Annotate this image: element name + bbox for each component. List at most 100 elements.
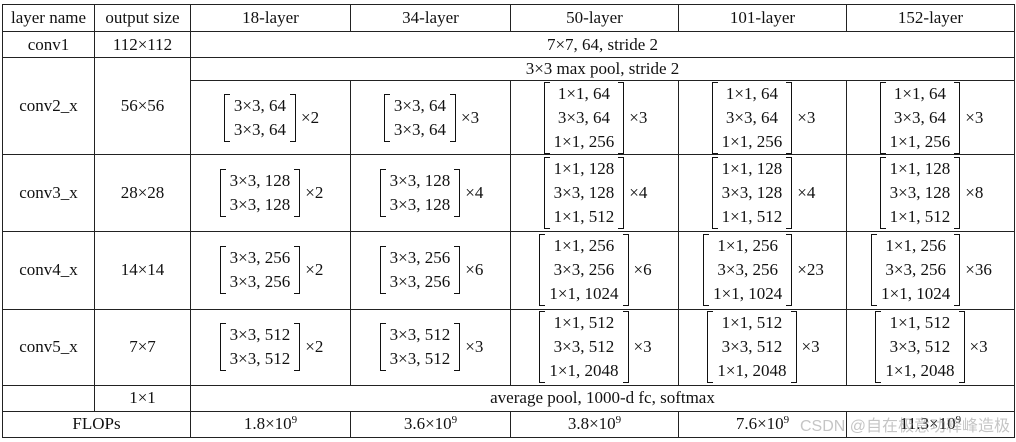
bracket-matrix: 1×1, 256 3×3, 256 1×1, 1024: [537, 234, 630, 307]
flops-label: FLOPs: [2, 410, 191, 438]
flops-50: 3.8×109: [510, 410, 679, 438]
block-repeat-count: ×6: [633, 260, 652, 280]
bracket-matrix: 3×3, 64 3×3, 64: [222, 93, 298, 142]
flops-34-exp: 9: [451, 414, 458, 427]
avgpool-name: [2, 385, 95, 412]
block-layer-line: 3×3, 256: [717, 260, 778, 280]
bracket-matrix: 1×1, 512 3×3, 512 1×1, 2048: [537, 311, 630, 384]
block-repeat-count: ×3: [969, 337, 988, 357]
conv3-block-50: 1×1, 128 3×3, 128 1×1, 512 ×4: [510, 154, 679, 232]
flops-50-exp: 9: [615, 414, 622, 427]
header-34-layer: 34-layer: [350, 3, 511, 33]
block-layer-line: 1×1, 1024: [881, 284, 951, 304]
bracket-matrix: 1×1, 128 3×3, 128 1×1, 512: [878, 157, 963, 230]
conv3-row: conv3_x 28×28 3×3, 128 3×3, 128 ×2 3×3, 128…: [2, 154, 1015, 232]
flops-50-base: 3.8×10: [567, 414, 616, 434]
block-repeat-count: ×4: [797, 183, 816, 203]
conv1-spec: 7×7, 64, stride 2: [190, 31, 1015, 58]
avgpool-row: 1×1 average pool, 1000-d fc, softmax: [2, 385, 1015, 412]
conv4-block-101: 1×1, 256 3×3, 256 1×1, 1024 ×23: [678, 230, 847, 310]
conv2-block-152: 1×1, 64 3×3, 64 1×1, 256 ×3: [846, 80, 1015, 156]
block-layer-line: 1×1, 128: [553, 159, 615, 179]
block-layer-line: 3×3, 512: [229, 349, 291, 369]
header-18-layer: 18-layer: [190, 3, 351, 33]
block-layer-line: 3×3, 256: [229, 272, 291, 292]
pool-row: conv2_x 56×56 3×3 max pool, stride 2: [2, 56, 1015, 156]
bracket-group: 3×3, 128 3×3, 128 ×4: [378, 169, 484, 218]
block-layer-line: 3×3, 512: [889, 337, 951, 357]
flops-152-exp: 9: [955, 414, 962, 427]
block-repeat-count: ×2: [305, 260, 324, 280]
conv3-block-34: 3×3, 128 3×3, 128 ×4: [350, 154, 511, 232]
bracket-matrix: 1×1, 256 3×3, 256 1×1, 1024: [701, 234, 794, 307]
header-row: layer name output size 18-layer 34-layer…: [2, 3, 1015, 33]
block-layer-line: 3×3, 512: [721, 337, 783, 357]
conv4-block-18: 3×3, 256 3×3, 256 ×2: [190, 230, 351, 310]
bracket-group: 3×3, 512 3×3, 512 ×3: [378, 323, 483, 372]
block-layer-line: 1×1, 2048: [717, 361, 787, 381]
bracket-matrix: 1×1, 512 3×3, 512 1×1, 2048: [873, 311, 966, 384]
block-layer-line: 1×1, 64: [557, 83, 610, 103]
conv2-block-18: 3×3, 64 3×3, 64 ×2: [190, 80, 351, 156]
block-layer-line: 3×3, 256: [229, 248, 291, 268]
bracket-matrix: 3×3, 128 3×3, 128: [378, 169, 463, 218]
block-repeat-count: ×36: [965, 260, 992, 280]
conv5-block-101: 1×1, 512 3×3, 512 1×1, 2048 ×3: [678, 308, 847, 387]
conv4-size: 14×14: [94, 230, 191, 310]
block-layer-line: 3×3, 64: [557, 107, 610, 127]
bracket-group: 3×3, 128 3×3, 128 ×2: [218, 169, 323, 218]
conv3-block-101: 1×1, 128 3×3, 128 1×1, 512 ×4: [678, 154, 847, 232]
block-layer-line: 3×3, 512: [553, 337, 615, 357]
conv2-block-50: 1×1, 64 3×3, 64 1×1, 256 ×3: [510, 80, 679, 156]
block-layer-line: 1×1, 256: [721, 131, 783, 151]
block-layer-line: 3×3, 128: [389, 171, 451, 191]
conv5-block-18: 3×3, 512 3×3, 512 ×2: [190, 308, 351, 387]
block-layer-line: 1×1, 256: [885, 236, 946, 256]
bracket-group: 3×3, 256 3×3, 256 ×2: [218, 246, 324, 295]
bracket-group: 3×3, 64 3×3, 64 ×2: [222, 93, 319, 142]
block-layer-line: 3×3, 512: [229, 325, 291, 345]
block-layer-line: 1×1, 256: [553, 131, 615, 151]
block-repeat-count: ×3: [801, 337, 820, 357]
block-layer-line: 1×1, 128: [721, 159, 783, 179]
block-layer-line: 1×1, 128: [889, 159, 951, 179]
block-repeat-count: ×3: [965, 107, 984, 127]
bracket-matrix: 1×1, 128 3×3, 128 1×1, 512: [542, 157, 627, 230]
block-repeat-count: ×3: [797, 107, 816, 127]
conv5-block-152: 1×1, 512 3×3, 512 1×1, 2048 ×3: [846, 308, 1015, 387]
block-repeat-count: ×4: [629, 183, 648, 203]
flops-18: 1.8×109: [190, 410, 351, 438]
block-layer-line: 1×1, 256: [717, 236, 778, 256]
block-repeat-count: ×4: [465, 183, 484, 203]
bracket-matrix: 3×3, 64 3×3, 64: [382, 93, 458, 142]
bracket-group: 1×1, 512 3×3, 512 1×1, 2048 ×3: [705, 311, 820, 384]
conv2-block-101: 1×1, 64 3×3, 64 1×1, 256 ×3: [678, 80, 847, 156]
resnet-architecture-table: layer name output size 18-layer 34-layer…: [2, 3, 1015, 438]
bracket-group: 1×1, 256 3×3, 256 1×1, 1024 ×6: [537, 234, 652, 307]
block-layer-line: 1×1, 256: [553, 236, 615, 256]
conv5-row: conv5_x 7×7 3×3, 512 3×3, 512 ×2 3×3, 512 3×…: [2, 308, 1015, 387]
flops-152: 11.3×109: [846, 410, 1015, 438]
bracket-group: 1×1, 512 3×3, 512 1×1, 2048 ×3: [537, 311, 652, 384]
conv2-size: 56×56: [94, 56, 191, 156]
conv1-name: conv1: [2, 31, 95, 58]
conv1-size: 112×112: [94, 31, 191, 58]
conv2-block-34: 3×3, 64 3×3, 64 ×3: [350, 80, 511, 156]
avgpool-size: 1×1: [94, 385, 191, 412]
conv3-size: 28×28: [94, 154, 191, 232]
conv5-block-50: 1×1, 512 3×3, 512 1×1, 2048 ×3: [510, 308, 679, 387]
avgpool-spec: average pool, 1000-d fc, softmax: [190, 385, 1015, 412]
conv3-block-18: 3×3, 128 3×3, 128 ×2: [190, 154, 351, 232]
header-50-layer: 50-layer: [510, 3, 679, 33]
block-repeat-count: ×8: [965, 183, 984, 203]
bracket-matrix: 1×1, 64 3×3, 64 1×1, 256: [878, 81, 963, 154]
conv5-size: 7×7: [94, 308, 191, 387]
conv4-block-152: 1×1, 256 3×3, 256 1×1, 1024 ×36: [846, 230, 1015, 310]
conv1-row: conv1 112×112 7×7, 64, stride 2: [2, 31, 1015, 58]
block-layer-line: 3×3, 512: [389, 325, 451, 345]
block-layer-line: 1×1, 512: [553, 207, 615, 227]
block-layer-line: 1×1, 512: [721, 313, 783, 333]
block-layer-line: 1×1, 1024: [713, 284, 783, 304]
bracket-group: 1×1, 64 3×3, 64 1×1, 256 ×3: [878, 81, 984, 154]
bracket-group: 3×3, 512 3×3, 512 ×2: [218, 323, 323, 372]
